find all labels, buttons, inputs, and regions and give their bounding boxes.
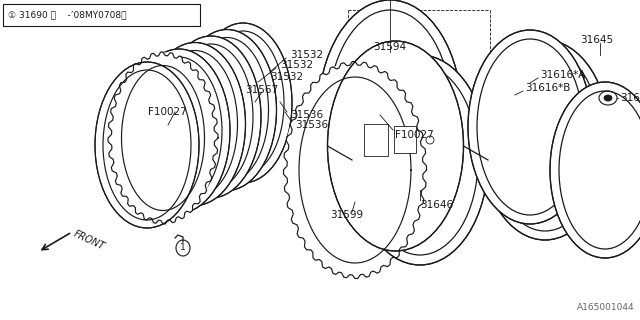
Ellipse shape (161, 36, 261, 198)
FancyBboxPatch shape (394, 126, 416, 153)
Ellipse shape (145, 43, 246, 205)
Ellipse shape (318, 0, 462, 230)
Text: 31532: 31532 (270, 72, 303, 82)
Ellipse shape (480, 40, 610, 240)
Text: A165001044: A165001044 (577, 303, 635, 312)
Ellipse shape (177, 29, 276, 190)
Text: 31532: 31532 (280, 60, 313, 70)
Text: 1: 1 (180, 244, 186, 252)
Text: 31567: 31567 (245, 85, 278, 95)
Text: FRONT: FRONT (72, 228, 106, 252)
Text: 31616*B: 31616*B (525, 83, 570, 93)
Ellipse shape (109, 52, 218, 223)
Ellipse shape (468, 30, 592, 224)
Ellipse shape (284, 62, 426, 278)
FancyBboxPatch shape (364, 124, 388, 156)
Ellipse shape (95, 62, 199, 228)
Text: 31594: 31594 (373, 42, 406, 52)
Text: F10027: F10027 (148, 107, 187, 117)
Text: 31536: 31536 (290, 110, 323, 120)
Ellipse shape (352, 55, 488, 265)
Text: ① 31690 （    -’08MY0708）: ① 31690 （ -’08MY0708） (8, 11, 127, 20)
Ellipse shape (128, 49, 230, 213)
Ellipse shape (550, 82, 640, 258)
Text: 31647: 31647 (620, 93, 640, 103)
Text: 31646: 31646 (420, 200, 453, 210)
Text: 31536: 31536 (295, 120, 328, 130)
Ellipse shape (194, 23, 292, 183)
Text: F10027: F10027 (395, 130, 434, 140)
Text: 31645: 31645 (580, 35, 613, 45)
Ellipse shape (328, 41, 463, 251)
Text: 31616*A: 31616*A (540, 70, 586, 80)
Text: 31532: 31532 (290, 50, 323, 60)
Ellipse shape (604, 95, 612, 101)
Text: 31599: 31599 (330, 210, 363, 220)
